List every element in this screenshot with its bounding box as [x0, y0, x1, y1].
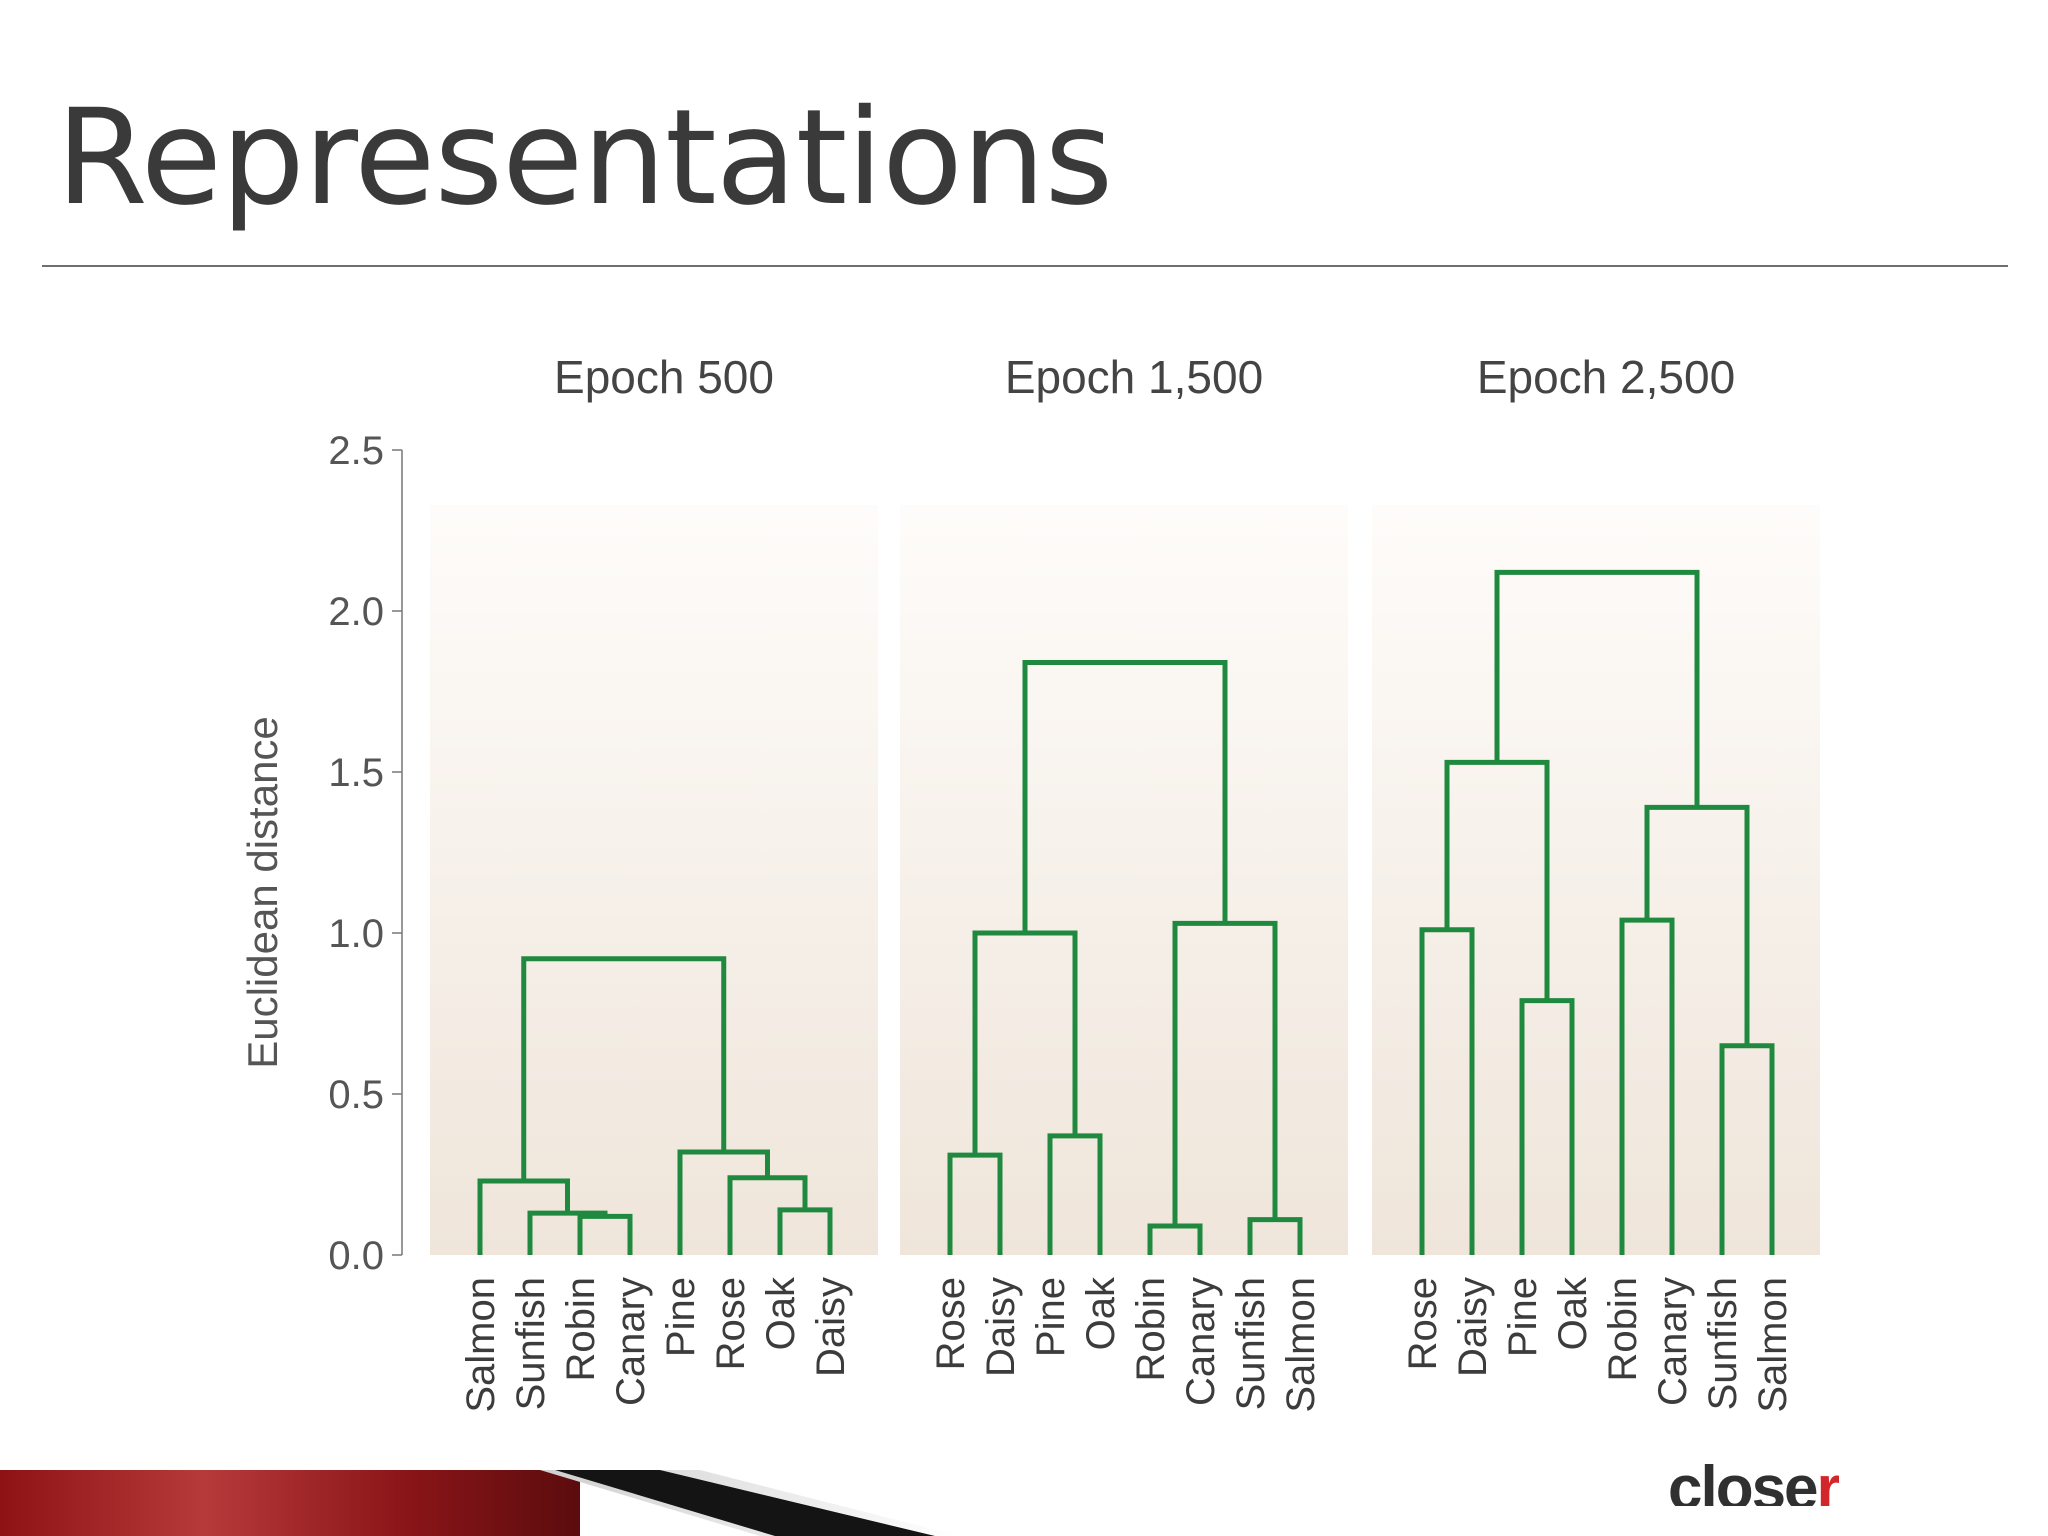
title-divider	[42, 265, 2008, 267]
panel-title: Epoch 1,500	[1005, 351, 1263, 403]
leaf-label: Daisy	[1451, 1277, 1495, 1377]
panel-background	[430, 505, 878, 1255]
leaf-label: Sunfish	[1229, 1277, 1273, 1410]
leaf-label: Salmon	[1751, 1277, 1795, 1413]
y-tick-label: 2.5	[328, 429, 384, 473]
dendrogram-link	[1494, 569, 1700, 808]
panel-title: Epoch 500	[554, 351, 774, 403]
leaf-label: Daisy	[979, 1277, 1023, 1377]
leaf-label: Pine	[1501, 1277, 1545, 1357]
dendrogram-link	[521, 956, 727, 1181]
leaf-label: Pine	[1029, 1277, 1073, 1357]
leaf-label: Robin	[1129, 1277, 1173, 1382]
leaf-label: Rose	[929, 1277, 973, 1370]
y-tick-label: 1.5	[328, 751, 384, 795]
y-tick-label: 0.5	[328, 1073, 384, 1117]
leaf-label: Salmon	[459, 1277, 503, 1413]
leaf-label: Oak	[1551, 1276, 1595, 1350]
closer-logo: closer	[1668, 1458, 1839, 1506]
leaf-label: Pine	[659, 1277, 703, 1357]
leaf-label: Rose	[709, 1277, 753, 1370]
leaf-label: Rose	[1401, 1277, 1445, 1370]
dendrogram-link	[1022, 660, 1228, 933]
leaf-label: Canary	[1179, 1277, 1223, 1406]
leaf-label: Canary	[609, 1277, 653, 1406]
leaf-label: Sunfish	[509, 1277, 553, 1410]
leaf-label: Robin	[1601, 1277, 1645, 1382]
leaf-label: Daisy	[809, 1277, 853, 1377]
slide-title: Representations	[56, 81, 1113, 235]
leaf-label: Salmon	[1279, 1277, 1323, 1413]
leaf-label: Canary	[1651, 1277, 1695, 1406]
leaf-label: Robin	[559, 1277, 603, 1382]
y-axis-label: Euclidean distance	[239, 716, 286, 1069]
leaf-label: Oak	[1079, 1276, 1123, 1350]
panel-background	[900, 505, 1348, 1255]
leaf-label: Oak	[759, 1276, 803, 1350]
footer-decoration-bar	[0, 1470, 2048, 1536]
leaf-label: Sunfish	[1701, 1277, 1745, 1410]
y-tick-label: 2.0	[328, 590, 384, 634]
y-tick-label: 0.0	[328, 1234, 384, 1278]
y-tick-label: 1.0	[328, 912, 384, 956]
panel-title: Epoch 2,500	[1477, 351, 1735, 403]
dendrogram-chart: 0.0 0.5 1.0 1.5 2.0 2.5 Euclidean distance Epo…	[239, 351, 1820, 1413]
panel-background	[1372, 505, 1820, 1255]
